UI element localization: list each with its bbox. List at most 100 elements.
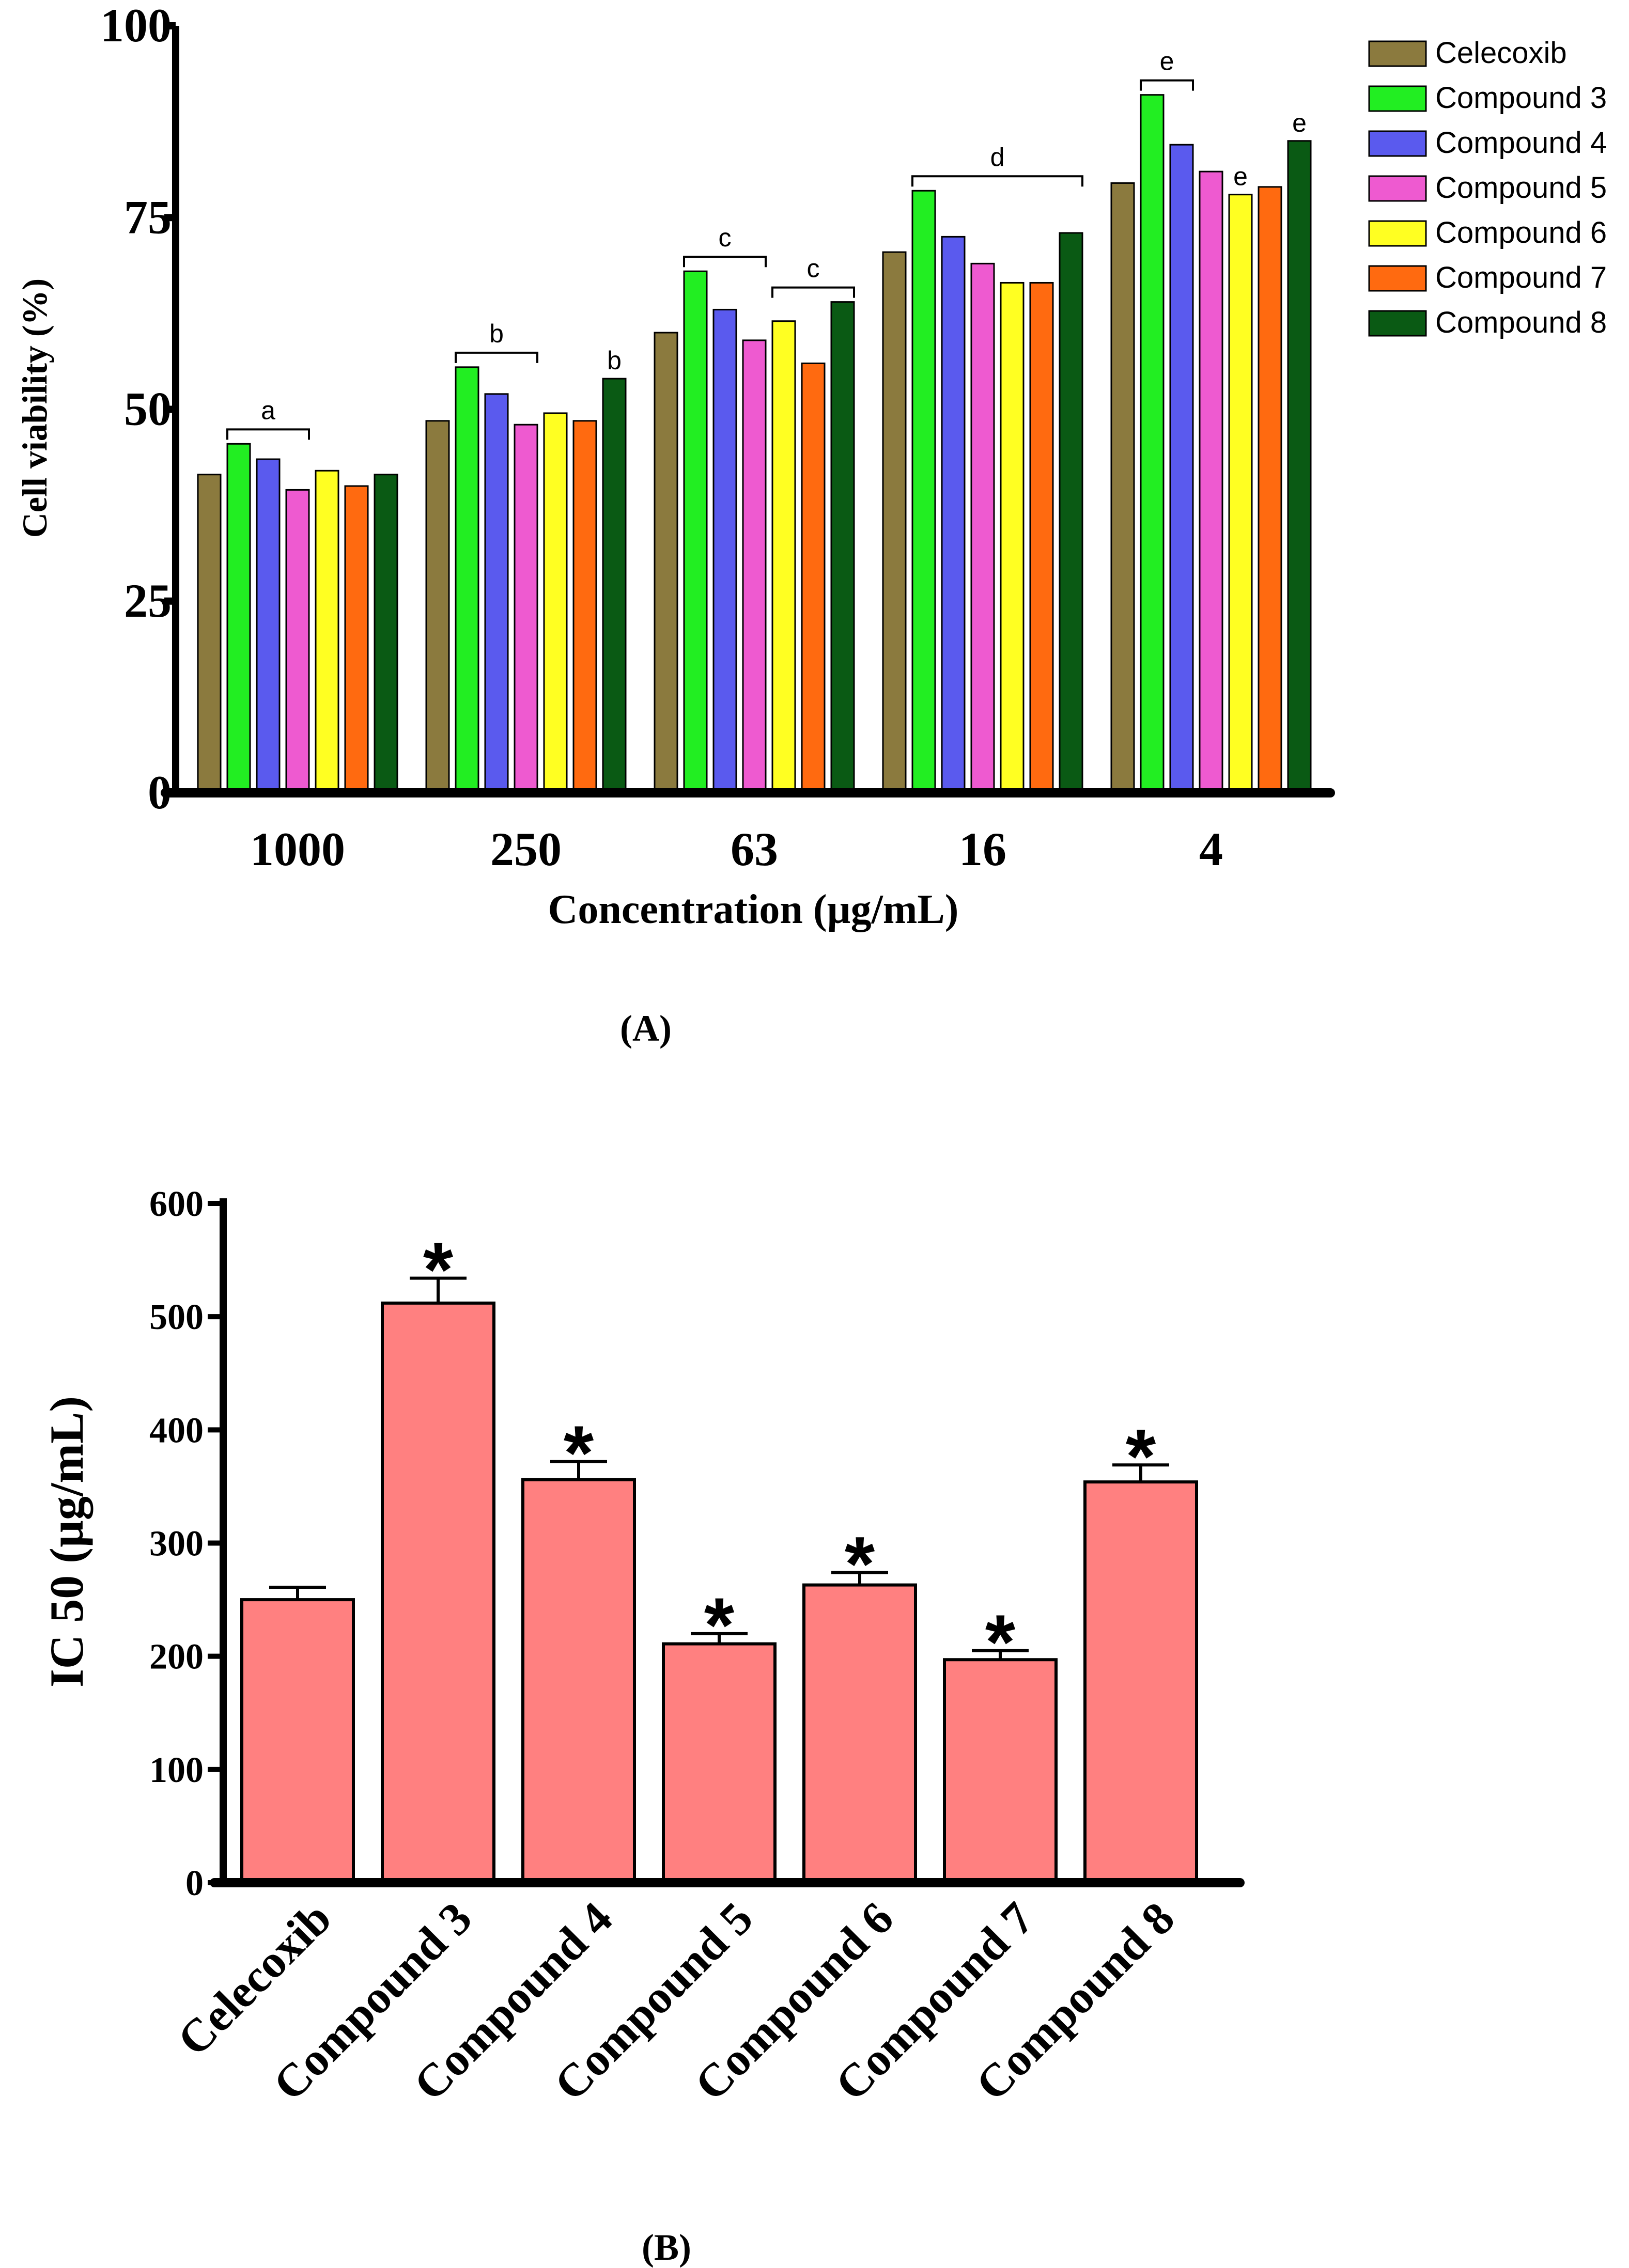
panel-a-bar-compound-6-1000 <box>315 470 339 794</box>
panel-b-significance-star: * <box>423 1226 454 1313</box>
panel-a-bar-compound-3-4 <box>1140 94 1165 794</box>
panel-a-significance-letter: e <box>1292 108 1307 137</box>
panel-b-y-tick-label: 600 <box>149 1184 204 1224</box>
panel-a-legend-swatch-compound-7 <box>1368 265 1427 292</box>
panel-b-y-tick-label: 100 <box>149 1750 204 1790</box>
panel-a-legend-label: Compound 3 <box>1435 81 1607 115</box>
panel-b-significance-star: * <box>845 1520 875 1607</box>
panel-b-bar-compound-4 <box>521 1478 636 1884</box>
panel-a-bar-compound-5-16 <box>970 262 995 794</box>
panel-a-annotations: a b b c c d e e e <box>226 47 1307 440</box>
panel-a-bar-compound-4-250 <box>484 393 509 794</box>
panel-b-y-tick-label: 200 <box>149 1637 204 1677</box>
panel-a-bar-compound-8-63 <box>830 301 855 794</box>
panel-a-legend-swatch-compound-8 <box>1368 310 1427 337</box>
panel-b-bar-compound-3 <box>381 1301 495 1884</box>
panel-a-y-tick-label: 50 <box>124 383 172 435</box>
panel-a-bar-compound-6-16 <box>1000 281 1025 794</box>
panel-a-bar-compound-5-1000 <box>285 489 310 794</box>
panel-a-bar-compound-6-250 <box>543 412 568 794</box>
panel-a-significance-letter: e <box>1233 162 1248 191</box>
panel-a-bar-celecoxib-250 <box>425 420 450 794</box>
panel-b-significance-star: * <box>1126 1413 1156 1499</box>
panel-b-significance-star: * <box>985 1599 1016 1685</box>
panel-b-bar-compound-7 <box>943 1658 1058 1885</box>
panel-b-bars: * * * * * * <box>240 1226 1198 1885</box>
panel-a-bar-compound-3-250 <box>455 366 479 794</box>
panel-a-legend-label: Compound 8 <box>1435 306 1607 339</box>
panel-a-bar-celecoxib-1000 <box>197 474 222 794</box>
panel-a-significance-letter: e <box>1160 47 1174 76</box>
panel-a-caption: (A) <box>620 1008 672 1049</box>
panel-a-legend-label: Compound 7 <box>1435 261 1607 294</box>
panel-a-legend-swatch-compound-3 <box>1368 85 1427 112</box>
panel-a-y-ticks: 0 25 50 75 100 <box>100 0 176 819</box>
panel-a-bar-compound-7-63 <box>801 362 826 794</box>
panel-b-bar-compound-6 <box>802 1583 917 1884</box>
panel-b-bar-celecoxib <box>240 1598 355 1884</box>
panel-a-legend-swatch-compound-6 <box>1368 220 1427 247</box>
panel-a-bar-compound-7-1000 <box>344 485 369 794</box>
panel-a-significance-letter: c <box>807 254 820 283</box>
panel-a-legend-label: Celecoxib <box>1435 36 1567 70</box>
panel-a-y-tick-label: 0 <box>148 766 172 819</box>
panel-a-x-tick-label: 1000 <box>250 823 345 875</box>
panel-a-bars <box>197 94 1312 794</box>
panel-a-significance-bracket <box>1140 79 1194 91</box>
panel-a-legend-swatch-compound-5 <box>1368 175 1427 202</box>
panel-b-chart: * * * * * * 0 100 200 300 400 500 600 CelecoxibComp… <box>40 1184 1245 2268</box>
panel-a-legend-swatch-compound-4 <box>1368 130 1427 157</box>
panel-a-bar-compound-7-4 <box>1258 186 1282 794</box>
panel-b-caption: (B) <box>642 2227 691 2268</box>
panel-b-y-tick-label: 0 <box>185 1864 204 1903</box>
panel-a-bar-compound-3-1000 <box>226 443 251 794</box>
panel-a-significance-bracket <box>771 286 855 298</box>
panel-a-bar-compound-8-16 <box>1059 232 1083 794</box>
panel-a-legend-swatch-celecoxib <box>1368 40 1427 67</box>
panel-a-y-tick-label: 100 <box>100 0 172 52</box>
panel-a-bar-compound-4-4 <box>1169 144 1194 794</box>
panel-b-y-tick-label: 300 <box>149 1524 204 1564</box>
panel-b-bar-compound-5 <box>662 1642 777 1885</box>
panel-a-legend-label: Compound 5 <box>1435 171 1607 205</box>
panel-a-x-ticks: 1000 250 63 16 4 <box>250 823 1223 875</box>
panel-a-x-tick-label: 4 <box>1199 823 1223 875</box>
panel-a-significance-bracket <box>226 428 310 440</box>
panel-a-bar-compound-3-16 <box>911 190 936 794</box>
panel-a-significance-letter: b <box>489 319 504 348</box>
panel-a-y-axis-label: Cell viability (%) <box>15 278 54 538</box>
panel-a-significance-letter: c <box>719 223 732 252</box>
panel-a-y-tick-label: 25 <box>124 574 172 627</box>
panel-b-y-axis-label: IC 50 (µg/mL) <box>40 1396 93 1687</box>
panel-b-y-tick-label: 500 <box>149 1297 204 1337</box>
panel-a-bar-compound-8-1000 <box>374 474 398 794</box>
panel-a-bar-celecoxib-16 <box>882 251 907 794</box>
panel-a-bar-compound-4-63 <box>712 308 737 794</box>
panel-a-bar-compound-4-1000 <box>256 458 281 794</box>
panel-a-bar-compound-5-4 <box>1199 170 1223 794</box>
panel-a-bar-compound-5-250 <box>514 424 538 794</box>
panel-a-bar-compound-5-63 <box>742 339 767 794</box>
panel-a-significance-letter: a <box>261 396 275 425</box>
panel-a-x-tick-label: 250 <box>490 823 562 875</box>
panel-a-y-tick-label: 75 <box>124 191 172 243</box>
panel-a-chart: a b b c c d e e e 0 25 50 75 100 1000 250 63 16 4 Concen… <box>15 0 1607 1049</box>
panel-a-significance-letter: b <box>607 346 622 375</box>
panel-a-legend: Celecoxib Compound 3 Compound 4 Compound 5 C… <box>1368 36 1607 339</box>
panel-a-significance-letter: d <box>990 143 1005 171</box>
panel-a-x-tick-label: 16 <box>959 823 1006 875</box>
panel-a-bar-celecoxib-4 <box>1110 182 1135 794</box>
panel-a-x-axis-label: Concentration (µg/mL) <box>548 887 959 932</box>
panel-b-y-tick-label: 400 <box>149 1411 204 1450</box>
panel-a-significance-bracket <box>683 256 767 268</box>
panel-a-significance-bracket <box>455 351 538 363</box>
panel-a-bar-compound-8-250 <box>602 378 627 794</box>
panel-a-bar-compound-7-16 <box>1029 281 1054 794</box>
panel-a-x-tick-label: 63 <box>731 823 778 875</box>
panel-a-bar-compound-4-16 <box>941 236 966 794</box>
panel-a-bar-compound-7-250 <box>572 420 597 794</box>
panel-a-bar-celecoxib-63 <box>654 332 678 794</box>
panel-a-bar-compound-3-63 <box>683 270 708 794</box>
